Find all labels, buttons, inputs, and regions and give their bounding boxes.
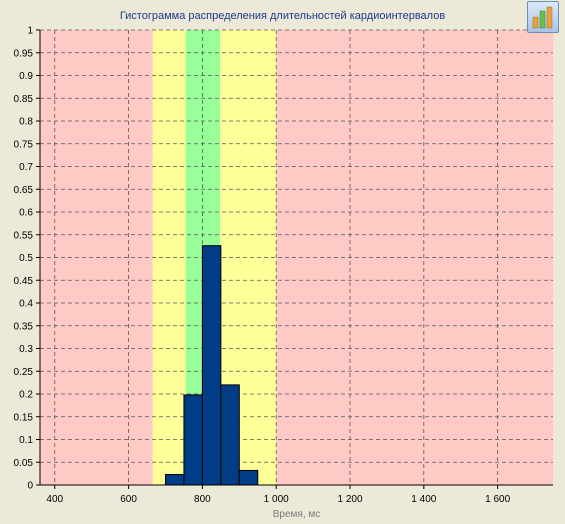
histogram-bar — [220, 384, 240, 486]
y-tick-label: 0.75 — [14, 139, 34, 150]
y-tick-label: 0.45 — [14, 276, 34, 287]
y-tick-label: 0.05 — [14, 458, 34, 469]
y-tick-label: 0.9 — [19, 71, 33, 82]
x-tick-label: 800 — [194, 494, 211, 505]
y-tick-label: 0.2 — [19, 390, 33, 401]
y-tick-label: 0.6 — [19, 208, 33, 219]
x-tick-label: 1 400 — [411, 494, 436, 505]
chart-settings-button[interactable] — [527, 1, 559, 33]
y-tick-label: 0.55 — [14, 230, 34, 241]
y-tick-label: 0.35 — [14, 321, 34, 332]
x-tick-label: 1 000 — [264, 494, 289, 505]
y-tick-label: 0.4 — [19, 299, 33, 310]
x-axis-label: Время, мс — [273, 509, 321, 520]
y-tick-label: 0.15 — [14, 412, 34, 423]
y-tick-label: 0.95 — [14, 48, 34, 59]
y-tick-label: 0.8 — [19, 117, 33, 128]
y-tick-label: 0.5 — [19, 253, 33, 264]
histogram-bar — [201, 245, 222, 486]
y-tick-label: 0.65 — [14, 185, 34, 196]
y-tick-label: 0 — [27, 481, 33, 492]
y-tick-label: 0.1 — [19, 435, 33, 446]
y-tick-label: 0.25 — [14, 367, 34, 378]
histogram-bar — [238, 469, 259, 486]
histogram-bar — [164, 474, 185, 486]
y-tick-label: 0.3 — [19, 344, 33, 355]
x-tick-label: 1 200 — [337, 494, 362, 505]
histogram-bar — [183, 394, 203, 486]
x-tick-label: 600 — [120, 494, 137, 505]
x-tick-label: 1 600 — [485, 494, 510, 505]
y-tick-label: 0.85 — [14, 94, 34, 105]
y-tick-label: 0.7 — [19, 162, 33, 173]
x-tick-label: 400 — [46, 494, 63, 505]
chart-title: Гистограмма распределения длительностей … — [119, 10, 446, 22]
y-tick-label: 1 — [27, 26, 33, 37]
bar-chart-icon — [532, 6, 553, 29]
